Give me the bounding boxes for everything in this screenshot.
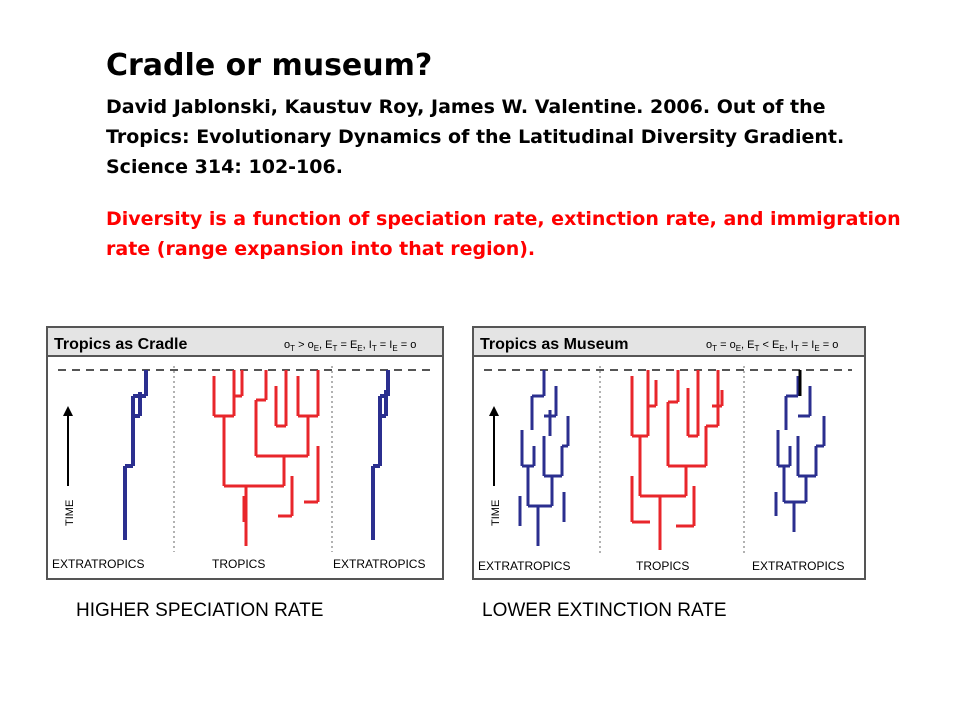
region-label-extratropics-left: EXTRATROPICS (478, 559, 570, 573)
extratropics-left-tree (123, 370, 148, 540)
extratropics-right-tree (371, 370, 390, 540)
time-arrow: TIME (489, 406, 502, 526)
extratropics-right-tree (774, 376, 826, 532)
region-label-tropics: TROPICS (636, 559, 689, 573)
time-label: TIME (64, 500, 76, 526)
slide-title: Cradle or museum? (106, 48, 433, 83)
region-label-extratropics-left: EXTRATROPICS (52, 557, 144, 571)
arrow-up-icon (63, 406, 73, 416)
figure-heading: Tropics as Cradle (54, 336, 187, 353)
caption-lower-extinction-rate: LOWER EXTINCTION RATE (482, 600, 727, 621)
figure-header-bar (474, 328, 864, 356)
extratropics-left-tree (518, 370, 570, 546)
figure-formula: oT > oE, ET = EE, IT = IE = o (284, 339, 416, 353)
note-text: Diversity is a function of speciation ra… (106, 208, 901, 260)
time-label: TIME (490, 500, 502, 526)
tropics-tree (630, 370, 724, 550)
arrow-up-icon (489, 406, 499, 416)
figure-formula: oT = oE, ET < EE, IT = IE = o (706, 339, 838, 353)
cradle-diagram: Tropics as Cradle oT > oE, ET = EE, IT =… (46, 326, 444, 580)
region-label-extratropics-right: EXTRATROPICS (333, 557, 425, 571)
museum-diagram: Tropics as Museum oT = oE, ET < EE, IT =… (472, 326, 866, 580)
region-label-tropics: TROPICS (212, 557, 265, 571)
tropics-tree (212, 370, 320, 546)
figure-header-bar (48, 328, 442, 356)
time-arrow: TIME (63, 406, 76, 526)
figure-tropics-as-cradle: Tropics as Cradle oT > oE, ET = EE, IT =… (46, 326, 444, 584)
figure-tropics-as-museum: Tropics as Museum oT = oE, ET < EE, IT =… (472, 326, 866, 584)
region-label-extratropics-right: EXTRATROPICS (752, 559, 844, 573)
citation-text: David Jablonski, Kaustuv Roy, James W. V… (106, 96, 845, 178)
caption-higher-speciation-rate: HIGHER SPECIATION RATE (76, 600, 324, 621)
figure-heading: Tropics as Museum (480, 336, 629, 353)
